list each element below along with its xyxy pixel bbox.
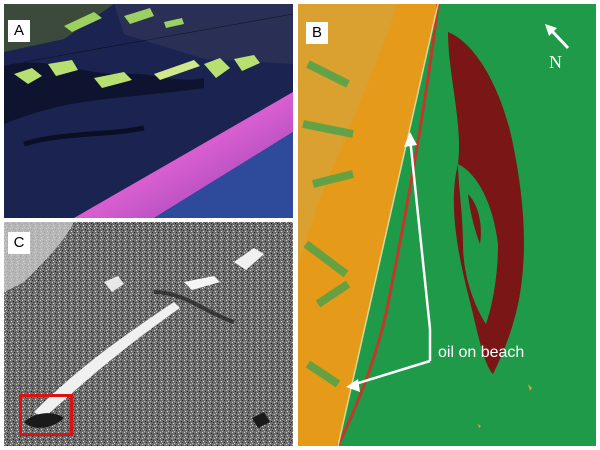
north-label: N xyxy=(549,52,562,72)
panel-b-label: B xyxy=(306,22,328,44)
oil-on-beach-annotation: oil on beach xyxy=(438,344,525,361)
panel-a-label: A xyxy=(8,20,30,42)
panel-c: C xyxy=(4,222,293,446)
panel-a: A xyxy=(4,4,293,218)
panel-b-image xyxy=(298,4,596,446)
panel-a-image xyxy=(4,4,293,218)
panel-c-label: C xyxy=(8,232,30,254)
panel-b: B N oil on beach xyxy=(298,4,596,446)
highlight-box xyxy=(19,394,73,436)
